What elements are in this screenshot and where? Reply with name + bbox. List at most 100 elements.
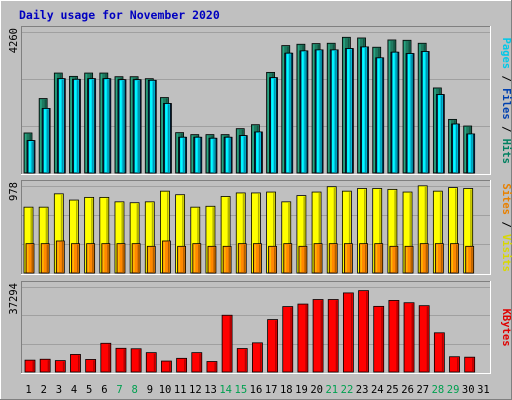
bar-kbytes-day-15-highlight xyxy=(238,349,240,371)
bar-pages-day-18 xyxy=(285,52,293,174)
bar-kbytes-day-27-highlight xyxy=(420,306,422,371)
bar-pages-day-22 xyxy=(345,48,353,174)
bar-kbytes-day-23-face xyxy=(358,290,369,373)
bar-sites-day-2 xyxy=(40,243,50,274)
bar-visits-day-26-shadow xyxy=(409,193,412,272)
bar-sites-day-25-face xyxy=(389,245,399,274)
bar-sites-day-13-shadow xyxy=(213,247,215,272)
bar-pages-day-30-highlight xyxy=(468,134,471,172)
bar-visits-day-20-shadow xyxy=(318,193,321,272)
bar-kbytes-day-20-highlight xyxy=(314,300,316,371)
x-tick-label: 18 xyxy=(280,384,293,396)
bar-pages-day-20-highlight xyxy=(317,50,319,172)
bar-sites-day-11 xyxy=(177,245,187,274)
bar-visits-day-18-shadow xyxy=(288,202,290,272)
bar-visits-day-22-shadow xyxy=(348,192,351,272)
bar-kbytes-day-25 xyxy=(388,300,400,373)
bar-sites-day-23-shadow xyxy=(365,244,367,272)
bar-pages-day-7 xyxy=(118,79,126,174)
bar-kbytes-day-25-shadow xyxy=(396,301,398,371)
bar-pages-day-13 xyxy=(209,137,217,174)
bar-pages-day-13-shadow xyxy=(213,139,215,172)
bar-kbytes-day-3-face xyxy=(54,360,66,373)
bar-sites-day-8-highlight xyxy=(133,244,135,272)
legend-part: / xyxy=(500,69,512,88)
x-axis-labels: 1 2 3 4 5 6 7 8 9 10 11 12 13 14 15 16 17 18 19 20 21 22 23 24 2… xyxy=(25,384,489,396)
bar-visits-day-16-highlight xyxy=(252,193,254,272)
bar-sites-day-11-face xyxy=(177,245,187,274)
bar-sites-day-21-shadow xyxy=(334,244,337,272)
bar-hits-day-8-highlight xyxy=(131,77,133,172)
bar-kbytes-day-11-shadow xyxy=(184,359,186,371)
bar-pages-day-15 xyxy=(239,135,247,174)
bar-sites-day-9-shadow xyxy=(152,247,155,272)
bar-kbytes-day-19 xyxy=(297,303,309,373)
bar-kbytes-day-10-face xyxy=(161,360,172,373)
bar-pages-day-23-highlight xyxy=(362,47,365,173)
bar-sites-day-10 xyxy=(162,240,171,274)
bar-pages-day-26-highlight xyxy=(408,54,410,172)
bar-sites-day-26-highlight xyxy=(406,247,408,272)
bar-pages-day-27-face xyxy=(421,51,429,174)
bar-sites-day-11-shadow xyxy=(183,247,185,272)
bar-sites-day-4-face xyxy=(71,243,80,274)
bar-sites-day-1-highlight xyxy=(27,244,29,272)
bar-sites-day-29-face xyxy=(450,243,459,274)
x-tick-label: 21 xyxy=(325,384,338,396)
bar-sites-day-8 xyxy=(131,243,141,274)
bar-pages-day-18-shadow xyxy=(289,54,291,172)
bar-kbytes-day-14-face xyxy=(221,314,233,373)
bar-sites-day-9 xyxy=(146,245,156,274)
bar-hits-day-22-highlight xyxy=(343,38,345,172)
bar-pages-day-21-face xyxy=(330,49,338,174)
bar-pages-day-20 xyxy=(315,49,323,174)
bar-hits-day-28-highlight xyxy=(434,88,436,172)
bar-pages-day-28-face xyxy=(436,94,444,174)
bar-pages-day-9-highlight xyxy=(150,81,152,172)
bar-sites-day-3-shadow xyxy=(61,241,64,272)
bar-kbytes-day-8-face xyxy=(130,348,142,373)
bar-kbytes-day-20 xyxy=(312,299,324,373)
bar-visits-day-14-shadow xyxy=(227,197,230,272)
x-tick-label: 17 xyxy=(265,384,278,396)
bar-kbytes-day-24-face xyxy=(373,305,385,373)
bar-pages-day-18-face xyxy=(285,52,293,174)
bar-sites-day-13-face xyxy=(207,245,217,274)
bar-kbytes-day-23 xyxy=(358,290,369,373)
x-tick-label: 6 xyxy=(101,384,107,396)
bar-kbytes-day-22-face xyxy=(342,292,354,373)
bar-pages-day-10-face xyxy=(164,103,171,174)
bar-kbytes-day-2-shadow xyxy=(47,360,50,371)
x-tick-label: 13 xyxy=(204,384,217,396)
bar-pages-day-30-shadow xyxy=(471,134,473,172)
bar-pages-day-17-face xyxy=(270,77,277,174)
bar-visits-day-13-shadow xyxy=(212,207,214,272)
bar-sites-day-20 xyxy=(313,243,323,274)
bar-kbytes-day-19-face xyxy=(297,303,309,373)
bar-kbytes-day-6-highlight xyxy=(101,344,104,371)
bar-pages-day-8-face xyxy=(133,79,141,174)
bar-kbytes-day-27 xyxy=(418,305,430,373)
legend-part: Pages xyxy=(500,38,512,70)
bar-sites-day-12 xyxy=(192,243,202,274)
bar-kbytes-day-2 xyxy=(39,358,51,373)
bar-kbytes-day-16 xyxy=(252,342,263,373)
bar-hits-day-25-highlight xyxy=(388,40,391,172)
x-tick-label: 2 xyxy=(41,384,47,396)
bar-visits-day-4-highlight xyxy=(70,201,72,272)
bar-pages-day-16 xyxy=(255,131,262,174)
bar-sites-day-6-face xyxy=(101,243,111,274)
bar-pages-day-27-shadow xyxy=(425,52,428,172)
bar-hits-day-6-highlight xyxy=(100,74,103,172)
bar-pages-day-17-highlight xyxy=(271,78,274,172)
bar-hits-day-18-highlight xyxy=(282,46,285,173)
bar-sites-day-10-shadow xyxy=(167,241,170,272)
bar-kbytes-day-16-face xyxy=(252,342,263,373)
bar-sites-day-17 xyxy=(268,245,277,274)
bar-pages-day-22-highlight xyxy=(347,49,349,172)
bar-pages-day-22-face xyxy=(345,48,353,174)
bar-visits-day-7-shadow xyxy=(121,202,123,272)
bar-pages-day-30 xyxy=(467,133,475,174)
bar-hits-day-12-highlight xyxy=(191,135,194,172)
